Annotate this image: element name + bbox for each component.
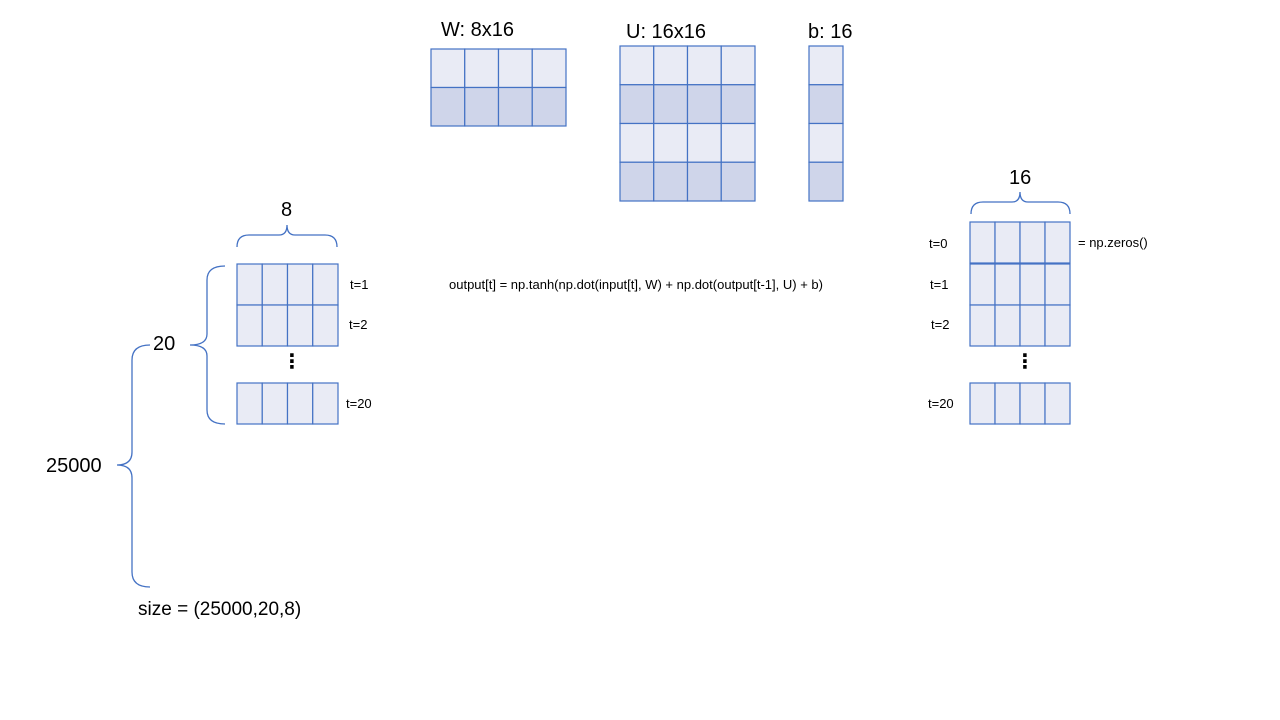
output-rows-t1-t2-cell: [1044, 263, 1071, 306]
input-rows-t1-t2-cell: [236, 304, 263, 347]
u-matrix-cell: [720, 161, 756, 202]
output-width-label: 16: [1009, 167, 1032, 189]
w-matrix: [430, 48, 567, 127]
input-size-label: size = (25000,20,8): [138, 599, 302, 620]
w-matrix-cell: [497, 86, 533, 127]
input-rows-t1-t2-cell: [236, 263, 263, 306]
output-t0-label: t=0: [929, 236, 948, 251]
b-vector-cell: [808, 84, 844, 125]
braces: [116, 191, 1071, 588]
input-row-t20-cell: [286, 382, 314, 425]
input-row-t20-cell: [312, 382, 339, 425]
input-t1-label: t=1: [350, 277, 369, 292]
output-row-t0-cell: [994, 221, 1021, 264]
u-matrix-cell: [619, 161, 655, 202]
u-matrix-cell: [686, 161, 722, 202]
input-rows-t1-t2: [236, 263, 339, 347]
output-row-t20-cell: [1044, 382, 1071, 425]
input-t20-label: t=20: [346, 396, 372, 411]
input-rows-t1-t2-cell: [286, 304, 314, 347]
b-vector-label: b: 16: [808, 21, 853, 43]
batch-brace: [116, 344, 151, 588]
output-row-t0: [969, 221, 1071, 264]
output-rows-t1-t2-cell: [969, 304, 996, 347]
u-matrix-cell: [619, 84, 655, 125]
output-row-t0-cell: [969, 221, 996, 264]
u-matrix-cell: [686, 45, 722, 86]
u-matrix-label: U: 16x16: [626, 21, 707, 43]
u-matrix-cell: [686, 122, 722, 163]
w-matrix-cell: [531, 48, 567, 89]
u-matrix-cell: [686, 84, 722, 125]
b-vector-cell: [808, 161, 844, 202]
output-row-t0-cell: [1044, 221, 1071, 264]
input-rows-t1-t2-cell: [261, 263, 289, 306]
output-ellipsis: ⋮: [1015, 351, 1035, 373]
timesteps-brace: [189, 265, 226, 425]
output-t1-label: t=1: [930, 277, 949, 292]
input-rows-t1-t2-cell: [312, 263, 339, 306]
u-matrix-cell: [653, 161, 689, 202]
output-row-t20-cell: [1019, 382, 1046, 425]
output-rows-t1-t2-cell: [1019, 304, 1046, 347]
input-width-brace: [236, 224, 338, 248]
u-matrix: [619, 45, 756, 202]
input-t2-label: t=2: [349, 317, 368, 332]
output-row-t20: [969, 382, 1071, 425]
input-width-label: 8: [281, 199, 293, 221]
w-matrix-cell: [531, 86, 567, 127]
matrix-grids: [236, 45, 1071, 425]
w-matrix-cell: [464, 86, 500, 127]
w-matrix-cell: [464, 48, 500, 89]
w-matrix-cell: [430, 86, 466, 127]
w-matrix-cell: [497, 48, 533, 89]
output-row-t0-cell: [1019, 221, 1046, 264]
w-matrix-label: W: 8x16: [441, 19, 514, 41]
u-matrix-cell: [720, 84, 756, 125]
b-vector-cell: [808, 122, 844, 163]
u-matrix-cell: [653, 122, 689, 163]
input-row-t20-cell: [261, 382, 289, 425]
b-vector: [808, 45, 844, 202]
output-rows-t1-t2-cell: [994, 304, 1021, 347]
u-matrix-cell: [619, 45, 655, 86]
input-row-t20: [236, 382, 339, 425]
output-rows-t1-t2-cell: [1044, 304, 1071, 347]
u-matrix-cell: [653, 84, 689, 125]
zeros-init-label: = np.zeros(): [1078, 235, 1148, 250]
output-t20-label: t=20: [928, 396, 954, 411]
input-rows-t1-t2-cell: [261, 304, 289, 347]
input-ellipsis: ⋮: [282, 351, 302, 373]
u-matrix-cell: [720, 45, 756, 86]
output-rows-t1-t2-cell: [994, 263, 1021, 306]
output-rows-t1-t2: [969, 263, 1071, 347]
input-rows-t1-t2-cell: [312, 304, 339, 347]
input-row-t20-cell: [236, 382, 263, 425]
output-row-t20-cell: [969, 382, 996, 425]
output-t2-label: t=2: [931, 317, 950, 332]
input-rows-t1-t2-cell: [286, 263, 314, 306]
output-row-t20-cell: [994, 382, 1021, 425]
batch-size-label: 25000: [46, 455, 102, 477]
rnn-formula: output[t] = np.tanh(np.dot(input[t], W) …: [449, 277, 823, 292]
timesteps-label: 20: [153, 333, 176, 355]
output-rows-t1-t2-cell: [969, 263, 996, 306]
u-matrix-cell: [653, 45, 689, 86]
u-matrix-cell: [619, 122, 655, 163]
u-matrix-cell: [720, 122, 756, 163]
output-rows-t1-t2-cell: [1019, 263, 1046, 306]
b-vector-cell: [808, 45, 844, 86]
w-matrix-cell: [430, 48, 466, 89]
output-width-brace: [970, 191, 1071, 215]
